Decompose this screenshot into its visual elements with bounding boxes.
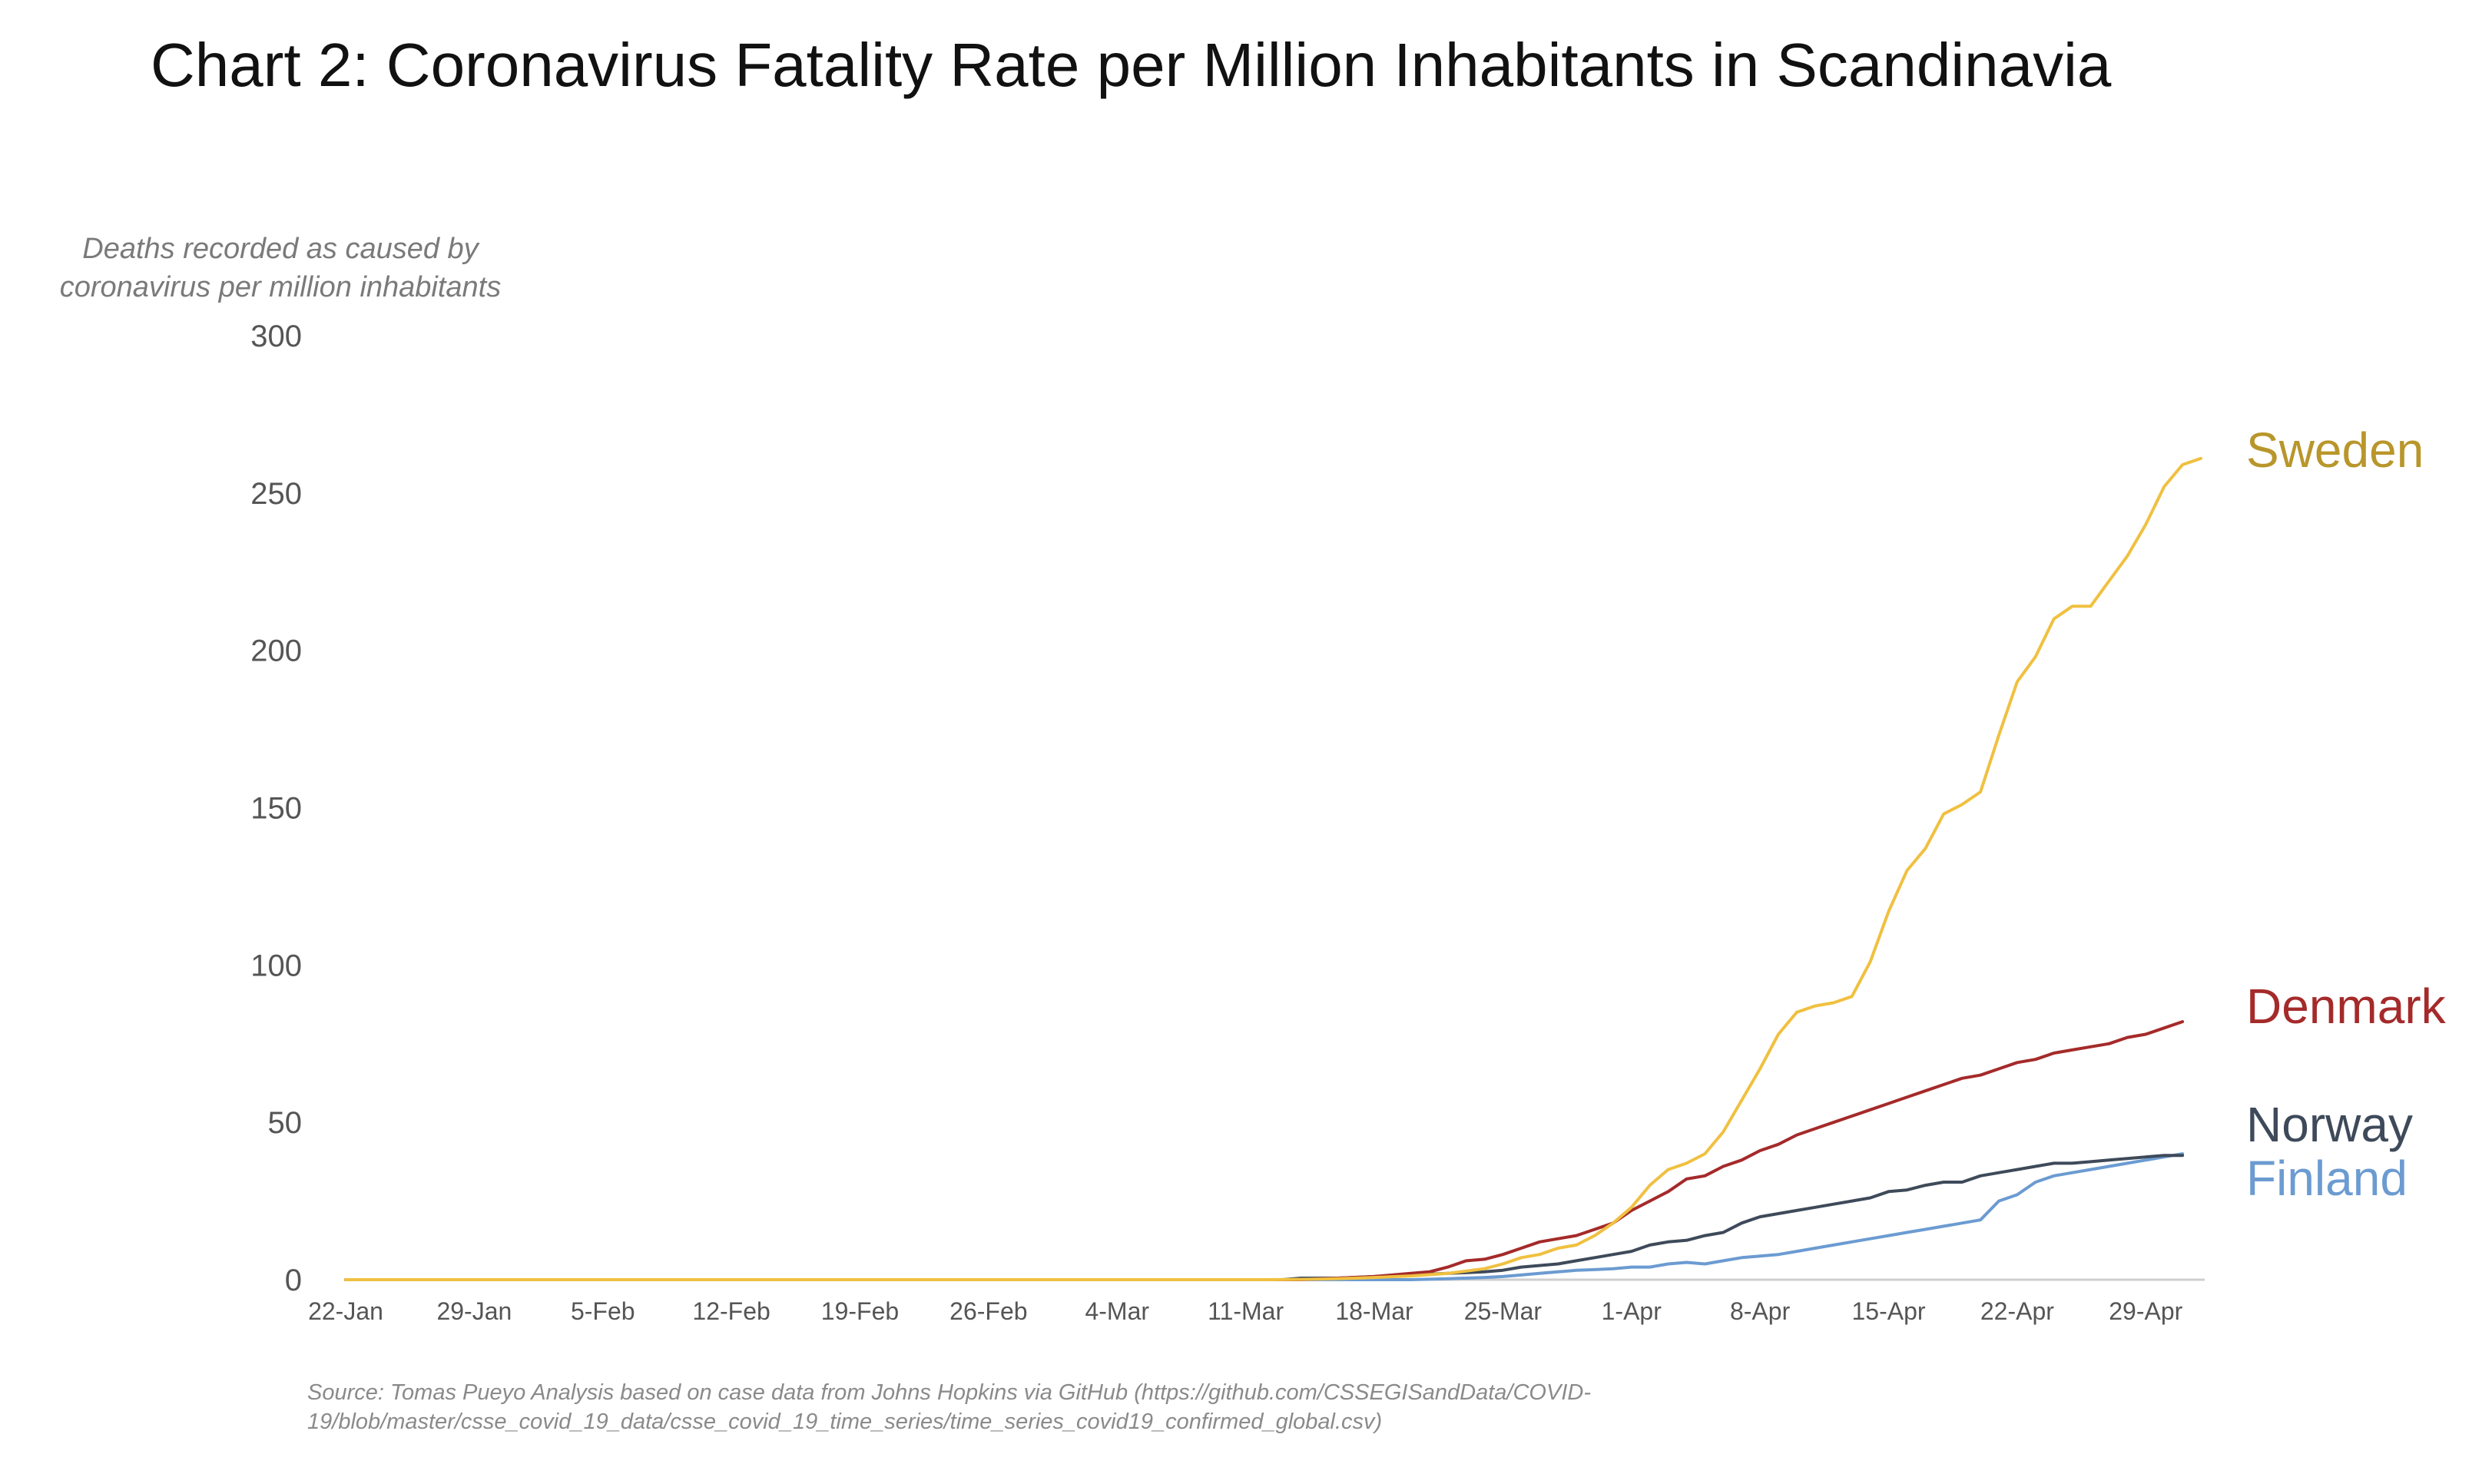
series-label-sweden: Sweden bbox=[2246, 422, 2424, 478]
series-lines bbox=[344, 456, 2202, 1281]
x-tick-label-12-feb: 12-Feb bbox=[692, 1297, 770, 1325]
y-axis-ticks: 0 50 100 150 200 250 300 bbox=[250, 320, 302, 1297]
y-tick-label-50: 50 bbox=[268, 1106, 303, 1140]
series-line-denmark bbox=[344, 1020, 2185, 1281]
x-tick-label-26-feb: 26-Feb bbox=[949, 1297, 1027, 1325]
x-tick-label-4-mar: 4-Mar bbox=[1085, 1297, 1149, 1325]
y-tick-label-250: 250 bbox=[250, 477, 302, 511]
x-tick-label-22-apr: 22-Apr bbox=[1980, 1297, 2054, 1325]
x-tick-label-25-mar: 25-Mar bbox=[1464, 1297, 1543, 1325]
series-label-norway: Norway bbox=[2246, 1097, 2413, 1152]
source-note-line-1: Source: Tomas Pueyo Analysis based on ca… bbox=[307, 1380, 1591, 1405]
x-tick-label-19-feb: 19-Feb bbox=[821, 1297, 899, 1325]
y-tick-label-300: 300 bbox=[250, 320, 302, 353]
y-tick-label-200: 200 bbox=[250, 634, 302, 668]
y-axis-label-line-1: Deaths recorded as caused by bbox=[82, 233, 479, 265]
x-tick-label-15-apr: 15-Apr bbox=[1851, 1297, 1925, 1325]
x-tick-label-29-apr: 29-Apr bbox=[2109, 1297, 2182, 1325]
source-note-line-2: 19/blob/master/csse_covid_19_data/csse_c… bbox=[307, 1409, 1382, 1434]
x-tick-label-1-apr: 1-Apr bbox=[1602, 1297, 1662, 1325]
x-tick-label-5-feb: 5-Feb bbox=[571, 1297, 635, 1325]
x-axis-ticks: 22-Jan 29-Jan 5-Feb 12-Feb 19-Feb 26-Feb 4-Mar… bbox=[308, 1297, 2183, 1325]
y-tick-label-100: 100 bbox=[250, 949, 302, 982]
x-tick-label-22-jan: 22-Jan bbox=[308, 1297, 383, 1325]
series-line-norway bbox=[344, 1154, 2185, 1281]
chart-title: Chart 2: Coronavirus Fatality Rate per M… bbox=[151, 31, 2112, 99]
y-axis-label-line-2: coronavirus per million inhabitants bbox=[60, 271, 502, 303]
series-label-denmark: Denmark bbox=[2246, 979, 2447, 1034]
series-line-sweden bbox=[344, 456, 2202, 1281]
x-tick-label-18-mar: 18-Mar bbox=[1335, 1297, 1413, 1325]
series-line-finland bbox=[344, 1152, 2185, 1281]
y-tick-label-0: 0 bbox=[285, 1264, 302, 1297]
x-tick-label-8-apr: 8-Apr bbox=[1730, 1297, 1791, 1325]
series-label-finland: Finland bbox=[2246, 1151, 2407, 1206]
x-tick-label-29-jan: 29-Jan bbox=[436, 1297, 512, 1325]
x-tick-label-11-mar: 11-Mar bbox=[1208, 1297, 1284, 1325]
y-tick-label-150: 150 bbox=[250, 792, 302, 826]
